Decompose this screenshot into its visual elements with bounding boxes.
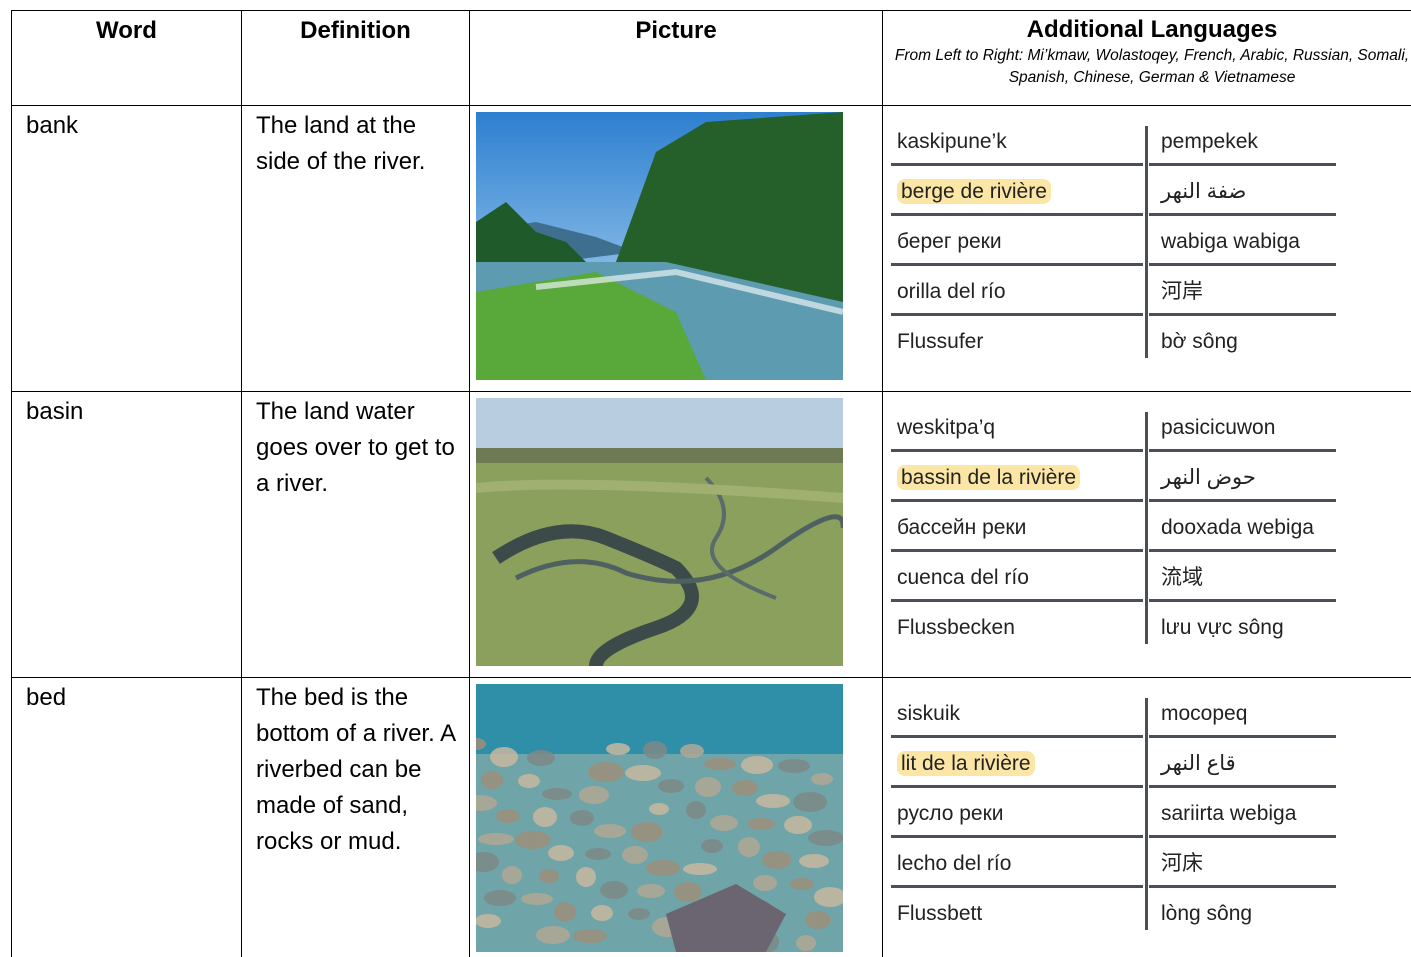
translation-cell: pempekek	[1149, 118, 1336, 166]
translation: lưu vực sông	[1161, 616, 1284, 639]
languages-cell: siskuik mocopeq lit de la rivière قاع النهر…	[883, 678, 1411, 957]
translation: ضفة النهر	[1161, 180, 1246, 203]
translation: берег реки	[897, 230, 1002, 253]
translation: 河岸	[1161, 280, 1203, 303]
translation-cell: orilla del río	[891, 268, 1143, 316]
translation-cell: cuenca del río	[891, 554, 1143, 602]
picture	[476, 684, 843, 952]
translation: lecho del río	[897, 852, 1011, 875]
translation-cell: bờ sông	[1149, 318, 1336, 366]
translation-cell: русло реки	[891, 790, 1143, 838]
translation: sariirta webiga	[1161, 802, 1296, 825]
translation: pempekek	[1161, 130, 1258, 153]
translation-cell: берег реки	[891, 218, 1143, 266]
word-cell: bed	[12, 678, 242, 957]
translation: pasicicuwon	[1161, 416, 1275, 439]
translation-cell: قاع النهر	[1149, 740, 1336, 788]
translation-cell: wabiga wabiga	[1149, 218, 1336, 266]
translation: 流域	[1161, 566, 1203, 589]
translation-cell: siskuik	[891, 690, 1143, 738]
translation-grid: kaskipune’k pempekek berge de rivière ضفة ا…	[891, 118, 1336, 368]
translation-cell: ضفة النهر	[1149, 168, 1336, 216]
translation-cell: 河岸	[1149, 268, 1336, 316]
translation: Flussbecken	[897, 616, 1015, 639]
translation: Flussbett	[897, 902, 982, 925]
translation: Flussufer	[897, 330, 983, 353]
translation: бассейн реки	[897, 516, 1026, 539]
page: Word Definition Picture Additional Langu…	[0, 0, 1411, 957]
translation: lit de la rivière	[897, 751, 1035, 776]
picture-cell	[470, 392, 883, 678]
translation: bờ sông	[1161, 330, 1238, 353]
translation-cell: sariirta webiga	[1149, 790, 1336, 838]
header-row: Word Definition Picture Additional Langu…	[12, 11, 1411, 106]
translation-cell: lit de la rivière	[891, 740, 1143, 788]
translation-cell: mocopeq	[1149, 690, 1336, 738]
translation-cell: pasicicuwon	[1149, 404, 1336, 452]
picture	[476, 112, 843, 380]
definition-cell: The land water goes over to get to a riv…	[242, 392, 470, 678]
translation-cell: weskitpa’q	[891, 404, 1143, 452]
picture-cell	[470, 678, 883, 957]
translation-cell: lecho del río	[891, 840, 1143, 888]
translation: cuenca del río	[897, 566, 1029, 589]
translation: حوض النهر	[1161, 466, 1256, 489]
picture	[476, 398, 843, 666]
translation: bassin de la rivière	[897, 465, 1080, 490]
definition-cell: The bed is the bottom of a river. A rive…	[242, 678, 470, 957]
column-divider	[1145, 698, 1148, 930]
translation: mocopeq	[1161, 702, 1247, 725]
column-header-cell: Additional Languages From Left to Right:…	[883, 11, 1411, 106]
translation-cell: Flussbecken	[891, 604, 1143, 652]
translation: berge de rivière	[897, 179, 1051, 204]
translation-cell: lòng sông	[1149, 890, 1336, 938]
translation-cell: kaskipune’k	[891, 118, 1143, 166]
word-cell: basin	[12, 392, 242, 678]
translation-grid: weskitpa’q pasicicuwon bassin de la rivièr…	[891, 404, 1336, 654]
translation: wabiga wabiga	[1161, 230, 1300, 253]
translation-cell: berge de rivière	[891, 168, 1143, 216]
definition-cell: The land at the side of the river.	[242, 106, 470, 392]
column-header: Definition	[242, 11, 470, 106]
vocab-table: Word Definition Picture Additional Langu…	[11, 10, 1411, 957]
translation: kaskipune’k	[897, 130, 1007, 153]
column-header: Additional Languages	[1027, 16, 1278, 43]
column-header: Picture	[470, 11, 883, 106]
translation: weskitpa’q	[897, 416, 995, 439]
column-divider	[1145, 126, 1148, 358]
translation: orilla del río	[897, 280, 1006, 303]
translation-cell: Flussufer	[891, 318, 1143, 366]
translation-cell: bassin de la rivière	[891, 454, 1143, 502]
languages-cell: weskitpa’q pasicicuwon bassin de la rivièr…	[883, 392, 1411, 678]
translation: русло реки	[897, 802, 1004, 825]
translation-cell: حوض النهر	[1149, 454, 1336, 502]
word-cell: bank	[12, 106, 242, 392]
translation: قاع النهر	[1161, 752, 1236, 775]
picture-cell	[470, 106, 883, 392]
translation-cell: 河床	[1149, 840, 1336, 888]
column-divider	[1145, 412, 1148, 644]
languages-note: From Left to Right: Mi’kmaw, Wolastoqey,…	[883, 45, 1411, 89]
languages-cell: kaskipune’k pempekek berge de rivière ضفة ا…	[883, 106, 1411, 392]
translation: siskuik	[897, 702, 960, 725]
translation-grid: siskuik mocopeq lit de la rivière قاع النهر…	[891, 690, 1336, 940]
translation-cell: 流域	[1149, 554, 1336, 602]
translation-cell: lưu vực sông	[1149, 604, 1336, 652]
translation: 河床	[1161, 852, 1203, 875]
translation: lòng sông	[1161, 902, 1252, 925]
translation-cell: бассейн реки	[891, 504, 1143, 552]
translation-cell: dooxada webiga	[1149, 504, 1336, 552]
translation-cell: Flussbett	[891, 890, 1143, 938]
column-header: Word	[12, 11, 242, 106]
translation: dooxada webiga	[1161, 516, 1314, 539]
